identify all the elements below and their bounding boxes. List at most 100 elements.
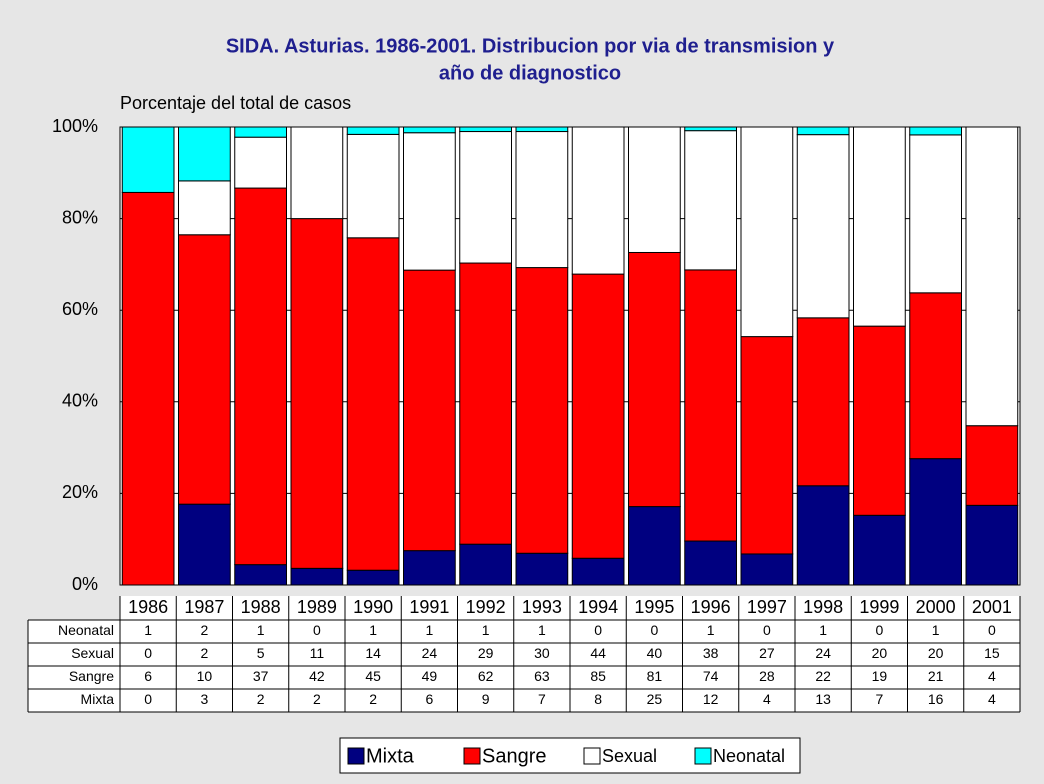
bar-segment xyxy=(965,425,1019,506)
y-tick-label: 60% xyxy=(62,299,98,319)
bar-segment xyxy=(684,540,737,586)
table-cell: 4 xyxy=(988,691,996,707)
table-cell: 0 xyxy=(313,622,321,638)
bar-segment xyxy=(796,317,850,487)
bar-segment xyxy=(290,126,344,220)
table-cell: 1 xyxy=(144,622,152,638)
table-cell: 1 xyxy=(538,622,546,638)
bar-segment xyxy=(853,514,906,586)
bar-segment xyxy=(740,336,794,555)
bar-segment xyxy=(853,126,906,327)
y-axis-title: Porcentaje del total de casos xyxy=(120,93,351,113)
table-cell: 24 xyxy=(815,645,831,661)
bar-segment xyxy=(346,133,400,239)
bar-segment xyxy=(684,126,737,132)
y-tick-label: 20% xyxy=(62,482,98,502)
x-tick-label: 1989 xyxy=(297,597,337,617)
bar-segment xyxy=(684,269,737,542)
legend-label: Sangre xyxy=(482,745,547,767)
legend-swatch xyxy=(463,747,481,765)
table-cell: 1 xyxy=(482,622,490,638)
table-cell: 0 xyxy=(875,622,883,638)
bar-segment xyxy=(796,126,850,136)
bar-segment xyxy=(234,564,287,586)
y-tick-label: 0% xyxy=(72,574,98,594)
table-cell: 40 xyxy=(647,645,663,661)
table-cell: 1 xyxy=(932,622,940,638)
table-cell: 1 xyxy=(819,622,827,638)
table-cell: 5 xyxy=(257,645,265,661)
bar-segment xyxy=(346,569,400,586)
table-row-label: Neonatal xyxy=(58,622,114,638)
table-cell: 28 xyxy=(759,668,775,684)
legend-box xyxy=(339,737,801,774)
table-cell: 45 xyxy=(365,668,381,684)
table-cell: 4 xyxy=(988,668,996,684)
legend-swatch xyxy=(694,747,712,765)
bar-segment xyxy=(403,132,456,271)
bar-segment xyxy=(178,234,231,505)
table-cell: 10 xyxy=(197,668,213,684)
x-tick-label: 1995 xyxy=(634,597,674,617)
chart-title: SIDA. Asturias. 1986-2001. Distribucion … xyxy=(226,35,835,57)
bar-segment xyxy=(853,325,906,516)
table-cell: 30 xyxy=(534,645,550,661)
bar-segment xyxy=(515,267,569,554)
bar-segment xyxy=(796,134,850,319)
bar-segment xyxy=(909,292,962,460)
table-cell: 2 xyxy=(257,691,265,707)
table-cell: 15 xyxy=(984,645,1000,661)
x-tick-label: 1991 xyxy=(409,597,449,617)
bar-segment xyxy=(515,552,569,586)
bar-segment xyxy=(909,458,962,586)
legend-label: Mixta xyxy=(366,745,415,767)
table-cell: 85 xyxy=(590,668,606,684)
table-cell: 44 xyxy=(590,645,606,661)
bar-segment xyxy=(459,262,512,545)
legend-swatch xyxy=(583,747,601,765)
bar-segment xyxy=(909,126,962,136)
table-cell: 8 xyxy=(594,691,602,707)
bar-segment xyxy=(234,187,287,566)
bar-segment xyxy=(290,567,344,586)
x-tick-label: 2001 xyxy=(972,597,1012,617)
table-cell: 1 xyxy=(707,622,715,638)
bar-segment xyxy=(571,273,625,559)
table-cell: 27 xyxy=(759,645,775,661)
table-cell: 20 xyxy=(872,645,888,661)
table-cell: 25 xyxy=(647,691,663,707)
table-cell: 2 xyxy=(200,622,208,638)
table-cell: 1 xyxy=(425,622,433,638)
table-cell: 1 xyxy=(257,622,265,638)
bar-segment xyxy=(403,550,456,586)
x-tick-label: 1999 xyxy=(859,597,899,617)
table-cell: 11 xyxy=(310,645,325,661)
table-row-label: Mixta xyxy=(81,691,115,707)
bar-segment xyxy=(571,126,625,275)
bar-segment xyxy=(346,126,400,135)
bar-segment xyxy=(740,126,794,338)
bar-segment xyxy=(234,136,287,189)
y-tick-label: 80% xyxy=(62,207,98,227)
bar-segment xyxy=(740,553,794,586)
x-tick-label: 1988 xyxy=(241,597,281,617)
table-cell: 74 xyxy=(703,668,719,684)
table-cell: 21 xyxy=(928,668,944,684)
table-cell: 20 xyxy=(928,645,944,661)
table-cell: 19 xyxy=(872,668,888,684)
y-tick-label: 40% xyxy=(62,391,98,411)
table-cell: 81 xyxy=(647,668,663,684)
table-cell: 16 xyxy=(928,691,944,707)
bar-segment xyxy=(346,237,400,571)
bar-segment xyxy=(178,503,231,586)
table-cell: 63 xyxy=(534,668,550,684)
table-cell: 22 xyxy=(815,668,831,684)
table-cell: 0 xyxy=(650,622,658,638)
table-cell: 62 xyxy=(478,668,494,684)
bar-segment xyxy=(403,269,456,552)
table-cell: 24 xyxy=(422,645,438,661)
x-tick-label: 1986 xyxy=(128,597,168,617)
table-cell: 2 xyxy=(369,691,377,707)
table-cell: 38 xyxy=(703,645,719,661)
